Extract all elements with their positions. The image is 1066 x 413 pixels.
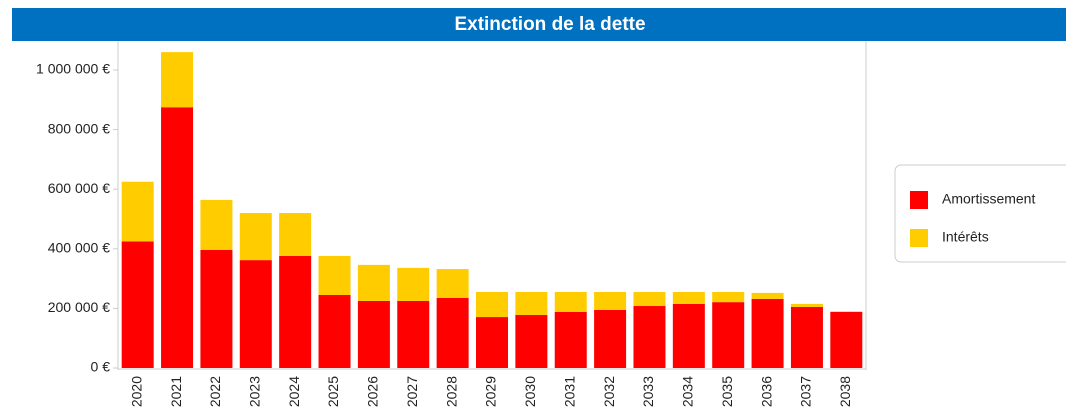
x-tick-label: 2038 bbox=[837, 376, 853, 407]
legend-label: Intérêts bbox=[942, 229, 989, 245]
x-tick-label: 2024 bbox=[286, 376, 302, 407]
bar-segment bbox=[279, 213, 312, 256]
bar-segment bbox=[397, 267, 430, 301]
x-tick-label: 2036 bbox=[758, 376, 774, 407]
x-tick-label: 2025 bbox=[325, 376, 341, 407]
x-tick-label: 2030 bbox=[522, 376, 538, 407]
bar-segment bbox=[672, 303, 705, 368]
x-tick-label: 2029 bbox=[483, 376, 499, 407]
y-tick-label: 1 000 000 € bbox=[36, 61, 110, 77]
y-tick-label: 600 000 € bbox=[48, 180, 110, 196]
y-tick-label: 800 000 € bbox=[48, 120, 110, 136]
x-tick-label: 2026 bbox=[365, 376, 381, 407]
bar-segment bbox=[751, 292, 784, 299]
legend-swatch bbox=[910, 229, 928, 247]
chart-title: Extinction de la dette bbox=[454, 14, 645, 35]
x-tick-label: 2033 bbox=[640, 376, 656, 407]
bar-segment bbox=[830, 311, 863, 312]
bar-segment bbox=[594, 292, 627, 310]
x-tick-label: 2035 bbox=[719, 376, 735, 407]
y-tick-label: 200 000 € bbox=[48, 299, 110, 315]
x-tick-label: 2023 bbox=[246, 376, 262, 407]
bar-segment bbox=[161, 107, 194, 368]
bar-segment bbox=[436, 269, 469, 298]
title-bar bbox=[12, 8, 1066, 41]
bar-segment bbox=[554, 292, 587, 312]
x-tick-label: 2022 bbox=[207, 376, 223, 407]
bar-segment bbox=[476, 292, 508, 318]
bar-segment bbox=[239, 260, 272, 368]
bar-segment bbox=[121, 241, 154, 368]
bar-segment bbox=[712, 302, 745, 368]
bar-segment bbox=[200, 249, 233, 368]
bar-segment bbox=[318, 255, 351, 295]
bar-segment bbox=[594, 309, 627, 368]
bar-segment bbox=[239, 213, 272, 261]
bar-segment bbox=[357, 264, 390, 301]
bar-segment bbox=[279, 255, 312, 368]
bar-segment bbox=[633, 306, 666, 368]
bar-segment bbox=[476, 317, 508, 368]
legend-swatch bbox=[910, 191, 928, 209]
legend-label: Amortissement bbox=[942, 191, 1035, 207]
bar-segment bbox=[751, 298, 784, 368]
bar-segment bbox=[397, 300, 430, 368]
x-tick-label: 2021 bbox=[168, 376, 184, 407]
bar-segment bbox=[357, 300, 390, 368]
bar-segment bbox=[515, 314, 548, 368]
x-tick-label: 2027 bbox=[404, 376, 420, 407]
bar-segment bbox=[790, 306, 823, 368]
x-tick-label: 2032 bbox=[601, 376, 617, 407]
bar-segment bbox=[515, 292, 548, 315]
x-tick-label: 2037 bbox=[798, 376, 814, 407]
x-tick-label: 2020 bbox=[128, 376, 144, 407]
bar-segment bbox=[672, 292, 705, 304]
bar-segment bbox=[436, 297, 469, 368]
bar-segment bbox=[200, 199, 233, 250]
bar-segment bbox=[161, 52, 194, 108]
x-tick-label: 2028 bbox=[443, 376, 459, 407]
y-tick-label: 400 000 € bbox=[48, 240, 110, 256]
bar-segment bbox=[318, 294, 351, 368]
bar-segment bbox=[712, 292, 745, 303]
bar-segment bbox=[830, 311, 863, 368]
x-tick-label: 2031 bbox=[561, 376, 577, 407]
bar-segment bbox=[554, 311, 587, 368]
y-tick-label: 0 € bbox=[91, 359, 111, 375]
bar-segment bbox=[790, 303, 823, 307]
bar-segment bbox=[121, 181, 154, 242]
bar-segment bbox=[633, 292, 666, 307]
legend-box bbox=[894, 164, 1066, 263]
x-tick-label: 2034 bbox=[680, 376, 696, 407]
